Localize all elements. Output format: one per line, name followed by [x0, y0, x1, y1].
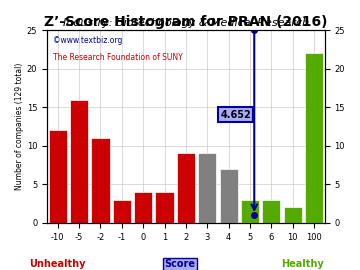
Bar [241, 200, 259, 223]
Text: ©www.textbiz.org: ©www.textbiz.org [53, 36, 122, 45]
Bar [262, 200, 280, 223]
Bar [70, 100, 88, 223]
Bar [156, 192, 174, 223]
Bar [91, 138, 109, 223]
Text: The Research Foundation of SUNY: The Research Foundation of SUNY [53, 53, 182, 62]
Bar [284, 207, 302, 223]
Bar [198, 153, 216, 223]
Bar [134, 192, 152, 223]
Bar [305, 53, 323, 223]
Text: Healthy: Healthy [281, 259, 324, 269]
Bar [113, 200, 131, 223]
Bar [220, 169, 238, 223]
Title: Z’-Score Histogram for PRAN (2016): Z’-Score Histogram for PRAN (2016) [44, 15, 328, 29]
Bar [49, 130, 67, 223]
Bar [177, 153, 195, 223]
Y-axis label: Number of companies (129 total): Number of companies (129 total) [15, 63, 24, 190]
Text: Unhealthy: Unhealthy [30, 259, 86, 269]
Text: Score: Score [165, 259, 195, 269]
Text: Industry: Biotechnology & Medical Research: Industry: Biotechnology & Medical Resear… [63, 18, 309, 28]
Text: 4.652: 4.652 [220, 110, 251, 120]
